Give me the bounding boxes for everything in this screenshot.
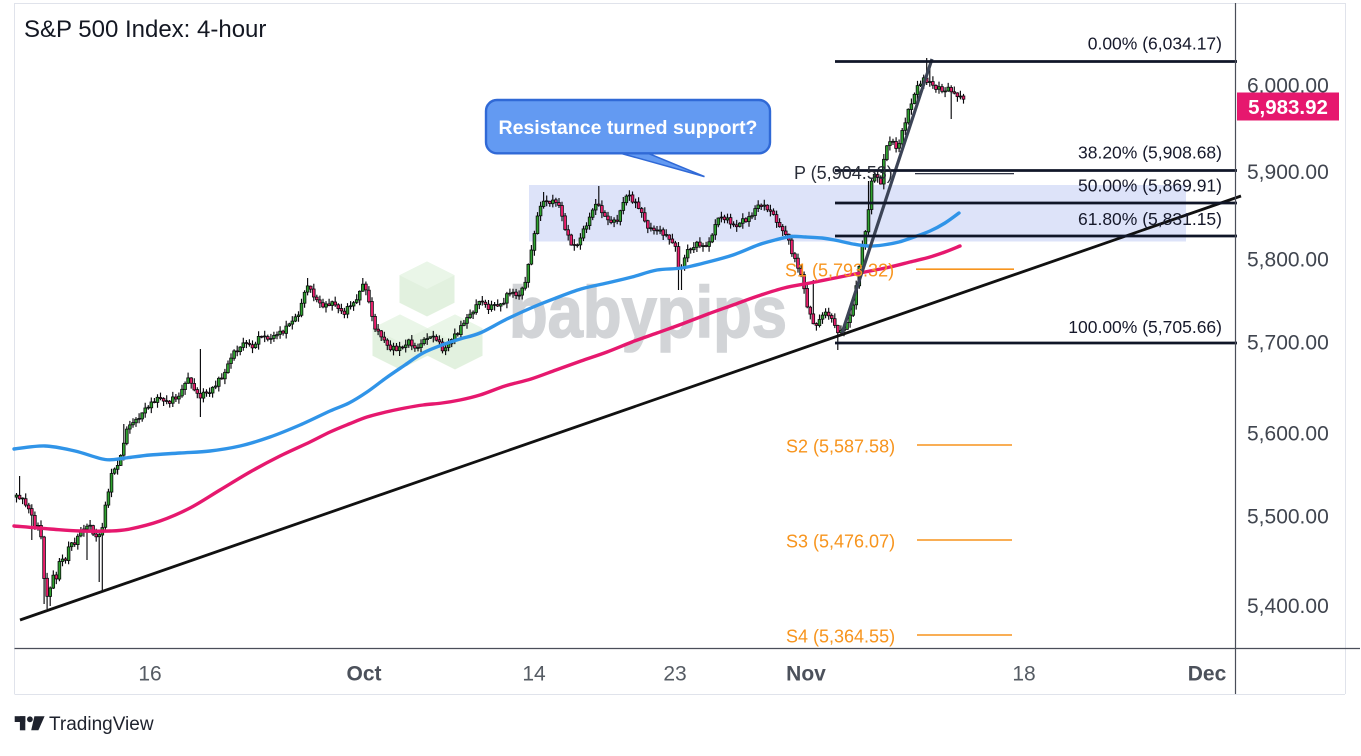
svg-text:Resistance turned support?: Resistance turned support?: [499, 117, 758, 139]
svg-text:0.00% (6,034.17): 0.00% (6,034.17): [1088, 34, 1222, 54]
svg-text:5,800.00: 5,800.00: [1247, 249, 1329, 272]
svg-text:babypips: babypips: [509, 273, 787, 353]
svg-text:S2 (5,587.58): S2 (5,587.58): [786, 437, 895, 457]
svg-text:S1 (5,793.32): S1 (5,793.32): [785, 260, 894, 280]
svg-text:6,000.00: 6,000.00: [1247, 75, 1329, 98]
svg-text:100.00% (5,705.66): 100.00% (5,705.66): [1068, 317, 1222, 337]
svg-text:Nov: Nov: [786, 663, 826, 686]
svg-text:TradingView: TradingView: [49, 714, 154, 735]
svg-text:5,900.00: 5,900.00: [1247, 161, 1329, 184]
svg-text:5,500.00: 5,500.00: [1247, 506, 1329, 529]
svg-text:50.00% (5,869.91): 50.00% (5,869.91): [1078, 176, 1222, 196]
svg-text:5,700.00: 5,700.00: [1247, 332, 1329, 355]
svg-text:18: 18: [1012, 663, 1035, 686]
svg-text:S&P 500 Index: 4-hour: S&P 500 Index: 4-hour: [24, 16, 266, 43]
svg-text:5,600.00: 5,600.00: [1247, 423, 1329, 446]
svg-text:38.20% (5,908.68): 38.20% (5,908.68): [1078, 143, 1222, 163]
svg-text:16: 16: [138, 663, 161, 686]
svg-text:5,400.00: 5,400.00: [1247, 595, 1329, 618]
svg-text:5,983.92: 5,983.92: [1248, 96, 1328, 119]
svg-text:S3 (5,476.07): S3 (5,476.07): [786, 532, 895, 552]
svg-text:Oct: Oct: [346, 663, 381, 686]
svg-text:Dec: Dec: [1188, 663, 1227, 686]
svg-text:S4 (5,364.55): S4 (5,364.55): [786, 627, 895, 647]
svg-text:61.80% (5,831.15): 61.80% (5,831.15): [1078, 209, 1222, 229]
svg-text:14: 14: [522, 663, 546, 686]
svg-text:23: 23: [663, 663, 686, 686]
svg-text:P (5,904.53): P (5,904.53): [794, 163, 893, 183]
